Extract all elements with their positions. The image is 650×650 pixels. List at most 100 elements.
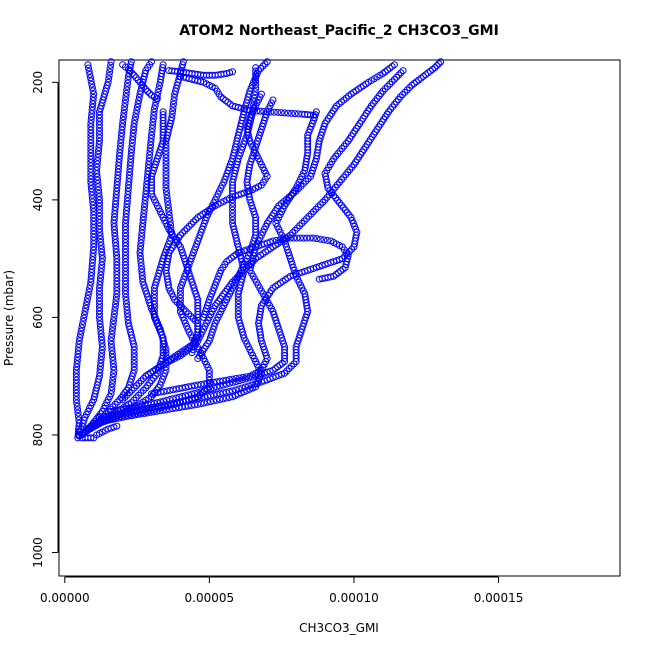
data-point <box>170 97 178 105</box>
data-point <box>107 337 115 345</box>
data-point <box>118 123 126 131</box>
data-point <box>82 304 90 312</box>
data-point <box>78 324 86 332</box>
data-point <box>193 240 201 248</box>
data-point <box>137 236 145 244</box>
data-point <box>139 275 147 283</box>
data-point <box>252 64 260 72</box>
data-point <box>94 176 102 184</box>
data-point <box>135 391 143 399</box>
data-point <box>181 392 189 400</box>
data-point <box>210 391 218 399</box>
data-point <box>117 136 125 144</box>
data-point <box>213 383 221 391</box>
data-point <box>162 154 170 162</box>
data-point <box>197 388 205 396</box>
data-point <box>97 353 105 361</box>
data-point <box>248 381 256 389</box>
data-point <box>88 103 96 111</box>
data-point <box>299 180 307 188</box>
data-point <box>164 201 172 209</box>
y-axis: 200 400 600 800 1000 <box>31 71 59 568</box>
data-point <box>127 58 135 66</box>
data-point <box>229 219 237 227</box>
data-point <box>83 298 91 306</box>
data-point <box>315 275 323 283</box>
data-point <box>234 313 242 321</box>
data-point <box>393 73 401 81</box>
data-point <box>183 225 191 233</box>
data-point <box>250 98 258 106</box>
data-point <box>109 323 117 331</box>
data-point <box>200 219 208 227</box>
data-point <box>77 327 85 335</box>
data-point <box>234 310 242 318</box>
data-point <box>87 175 95 183</box>
data-point <box>336 256 343 264</box>
data-point <box>136 246 144 253</box>
data-point <box>300 217 308 225</box>
data-point <box>141 70 149 78</box>
data-point <box>109 353 117 361</box>
data-point <box>95 114 103 122</box>
data-point <box>87 152 95 160</box>
data-point <box>147 138 155 146</box>
data-point <box>309 234 317 242</box>
data-point <box>139 223 147 231</box>
data-point <box>150 313 158 321</box>
data-point <box>168 110 176 118</box>
data-point <box>98 255 106 263</box>
data-point <box>192 216 200 224</box>
data-point <box>296 222 304 230</box>
data-point <box>234 297 242 305</box>
data-point <box>74 412 82 420</box>
data-point <box>95 225 103 233</box>
data-point <box>164 204 172 212</box>
data-point <box>140 203 148 211</box>
data-point <box>98 349 106 357</box>
data-point <box>189 249 197 257</box>
data-point <box>210 322 218 330</box>
data-point <box>88 188 96 196</box>
data-point <box>116 149 124 157</box>
data-point <box>316 235 324 243</box>
data-point <box>178 303 186 311</box>
data-point <box>148 128 156 136</box>
data-point <box>85 288 93 296</box>
data-point <box>155 85 163 93</box>
data-point <box>110 317 118 325</box>
data-point <box>180 275 188 283</box>
data-point <box>433 62 441 70</box>
data-point <box>76 334 84 342</box>
data-point <box>252 74 260 82</box>
data-point <box>169 104 177 112</box>
data-point <box>143 174 151 182</box>
data-point <box>241 383 249 391</box>
data-point <box>97 264 105 272</box>
data-point <box>89 87 97 95</box>
data-point <box>95 124 103 132</box>
data-point <box>225 164 233 172</box>
data-point <box>120 109 128 117</box>
data-point <box>153 399 161 407</box>
data-point <box>123 86 131 94</box>
data-point <box>142 187 150 195</box>
data-point <box>146 89 154 97</box>
data-point <box>75 340 83 348</box>
data-point <box>198 389 206 397</box>
data-point <box>96 369 104 377</box>
data-point <box>121 99 129 107</box>
data-point <box>314 203 322 211</box>
data-point <box>85 64 93 72</box>
data-point <box>253 107 261 115</box>
data-point <box>178 392 186 400</box>
data-point <box>110 423 118 431</box>
data-point <box>381 85 389 93</box>
data-point <box>252 84 260 92</box>
data-point <box>138 232 146 240</box>
data-point <box>109 376 117 384</box>
data-point <box>307 210 315 218</box>
data-point <box>109 357 117 365</box>
data-point <box>73 402 81 410</box>
data-point <box>87 434 95 442</box>
